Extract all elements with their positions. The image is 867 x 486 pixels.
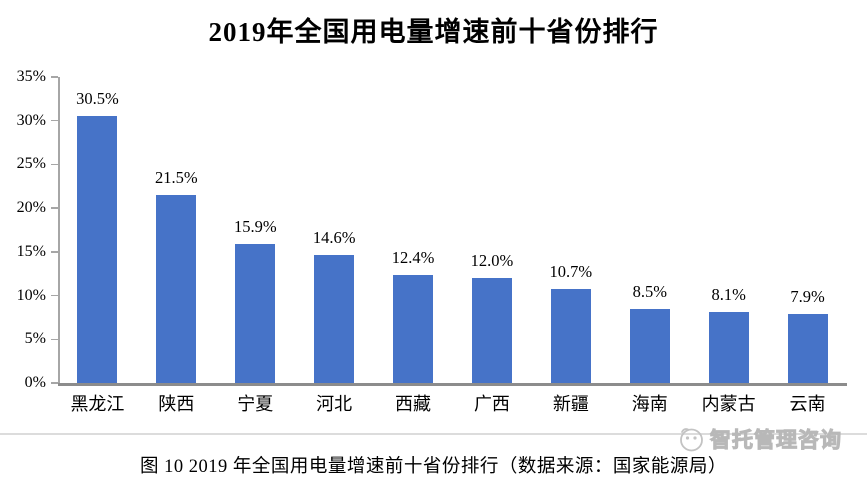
x-axis-category-label: 海南	[631, 394, 668, 414]
x-axis-category-label: 新疆	[552, 394, 589, 414]
y-axis-tick-label: 10%	[16, 286, 46, 304]
y-axis-tick-label: 15%	[16, 242, 46, 260]
y-axis-tick-label: 0%	[24, 374, 46, 391]
y-axis-tick	[51, 251, 58, 253]
bar	[471, 278, 512, 383]
bar	[393, 274, 434, 383]
y-axis-tick	[51, 294, 58, 297]
bar	[787, 313, 828, 383]
x-axis-category-label: 陕西	[158, 394, 195, 414]
x-axis-category-label: 黑龙江	[70, 394, 125, 414]
chart-title: 2019年全国用电量增速前十省份排行	[208, 17, 659, 47]
bar	[708, 312, 749, 383]
y-axis-tick-label: 30%	[16, 111, 46, 129]
x-axis-category-label: 宁夏	[237, 394, 274, 414]
y-axis-tick-label: 20%	[16, 199, 46, 217]
bar-value-label: 8.5%	[632, 281, 667, 301]
figure-caption: 图 10 2019 年全国用电量增速前十省份排行（数据来源：国家能源局）	[140, 457, 727, 477]
bar-value-label: 30.5%	[76, 89, 119, 109]
y-axis-tick-label: 25%	[16, 155, 46, 173]
y-axis-tick-label: 35%	[16, 68, 46, 85]
x-axis-category-label: 内蒙古	[701, 394, 756, 414]
x-axis-category-label: 广西	[473, 394, 510, 414]
bar-value-label: 21.5%	[155, 168, 198, 188]
x-axis-category-label: 西藏	[395, 394, 432, 414]
bar	[629, 308, 670, 383]
bar-value-label: 12.4%	[391, 247, 435, 267]
y-axis-tick	[51, 338, 58, 341]
y-axis-tick	[51, 382, 58, 384]
bar	[235, 243, 276, 383]
x-axis-category-label: 河北	[316, 394, 353, 414]
bar-value-label: 15.9%	[233, 216, 277, 236]
y-axis-tick	[51, 207, 58, 209]
bar-value-label: 7.9%	[790, 286, 825, 306]
x-axis-category-label: 云南	[789, 394, 826, 414]
bar-value-label: 14.6%	[312, 228, 356, 248]
bar-value-label: 10.7%	[549, 262, 593, 282]
y-axis-tick	[51, 119, 58, 122]
bar	[156, 195, 197, 383]
bar-value-label: 8.1%	[711, 285, 746, 305]
x-axis-line	[58, 383, 847, 386]
bar	[77, 116, 118, 383]
divider-line	[0, 433, 867, 435]
bar-value-label: 12.0%	[470, 251, 514, 271]
y-axis-tick	[51, 76, 58, 78]
y-axis-tick-label: 5%	[24, 330, 46, 348]
bar	[314, 255, 355, 383]
y-axis-line	[58, 77, 60, 383]
bar	[550, 289, 591, 383]
y-axis-tick	[51, 163, 58, 166]
